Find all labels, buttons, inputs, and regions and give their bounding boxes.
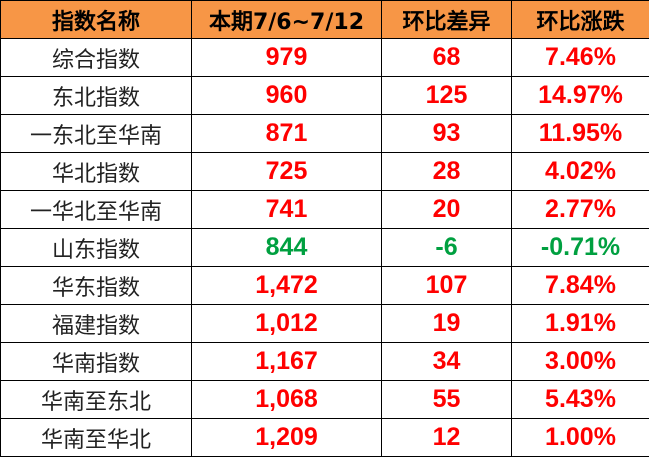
table-row: 华南至华北 1,209 12 1.00% [0, 418, 649, 457]
table-row: 综合指数 979 68 7.46% [0, 38, 649, 77]
diff-cell: 34 [381, 342, 512, 381]
name-cell: 福建指数 [0, 304, 192, 343]
header-pct: 环比涨跌 [511, 0, 649, 39]
diff-cell: 12 [381, 418, 512, 457]
current-cell: 1,167 [191, 342, 382, 381]
name-cell: 华南至华北 [0, 418, 192, 457]
table-row: 华北指数 725 28 4.02% [0, 152, 649, 191]
name-cell: 一华北至华南 [0, 190, 192, 229]
table-row: 一华北至华南 741 20 2.77% [0, 190, 649, 229]
pct-cell: 1.00% [511, 418, 649, 457]
diff-cell: 20 [381, 190, 512, 229]
current-cell: 1,068 [191, 380, 382, 419]
current-cell: 979 [191, 38, 382, 77]
current-cell: 960 [191, 76, 382, 115]
diff-cell: -6 [381, 228, 512, 267]
pct-cell: 7.84% [511, 266, 649, 305]
header-current: 本期7/6~7/12 [191, 0, 382, 39]
header-name: 指数名称 [0, 0, 192, 39]
pct-cell: 1.91% [511, 304, 649, 343]
name-cell: 一东北至华南 [0, 114, 192, 153]
table-row: 东北指数 960 125 14.97% [0, 76, 649, 115]
table-row: 一东北至华南 871 93 11.95% [0, 114, 649, 153]
diff-cell: 68 [381, 38, 512, 77]
current-cell: 1,472 [191, 266, 382, 305]
pct-cell: 3.00% [511, 342, 649, 381]
current-cell: 741 [191, 190, 382, 229]
pct-cell: 14.97% [511, 76, 649, 115]
table-row: 华东指数 1,472 107 7.84% [0, 266, 649, 305]
table-row: 山东指数 844 -6 -0.71% [0, 228, 649, 267]
table-row: 华南指数 1,167 34 3.00% [0, 342, 649, 381]
table-row: 福建指数 1,012 19 1.91% [0, 304, 649, 343]
diff-cell: 125 [381, 76, 512, 115]
pct-cell: 4.02% [511, 152, 649, 191]
current-cell: 844 [191, 228, 382, 267]
current-cell: 1,209 [191, 418, 382, 457]
name-cell: 综合指数 [0, 38, 192, 77]
name-cell: 东北指数 [0, 76, 192, 115]
name-cell: 华北指数 [0, 152, 192, 191]
name-cell: 华南指数 [0, 342, 192, 381]
header-row: 指数名称 本期7/6~7/12 环比差异 环比涨跌 [0, 0, 649, 39]
name-cell: 华南至东北 [0, 380, 192, 419]
diff-cell: 93 [381, 114, 512, 153]
header-diff: 环比差异 [381, 0, 512, 39]
name-cell: 华东指数 [0, 266, 192, 305]
current-cell: 871 [191, 114, 382, 153]
pct-cell: 2.77% [511, 190, 649, 229]
current-cell: 725 [191, 152, 382, 191]
diff-cell: 107 [381, 266, 512, 305]
diff-cell: 55 [381, 380, 512, 419]
diff-cell: 19 [381, 304, 512, 343]
name-cell: 山东指数 [0, 228, 192, 267]
table-row: 华南至东北 1,068 55 5.43% [0, 380, 649, 419]
pct-cell: -0.71% [511, 228, 649, 267]
current-cell: 1,012 [191, 304, 382, 343]
pct-cell: 11.95% [511, 114, 649, 153]
pct-cell: 7.46% [511, 38, 649, 77]
diff-cell: 28 [381, 152, 512, 191]
pct-cell: 5.43% [511, 380, 649, 419]
